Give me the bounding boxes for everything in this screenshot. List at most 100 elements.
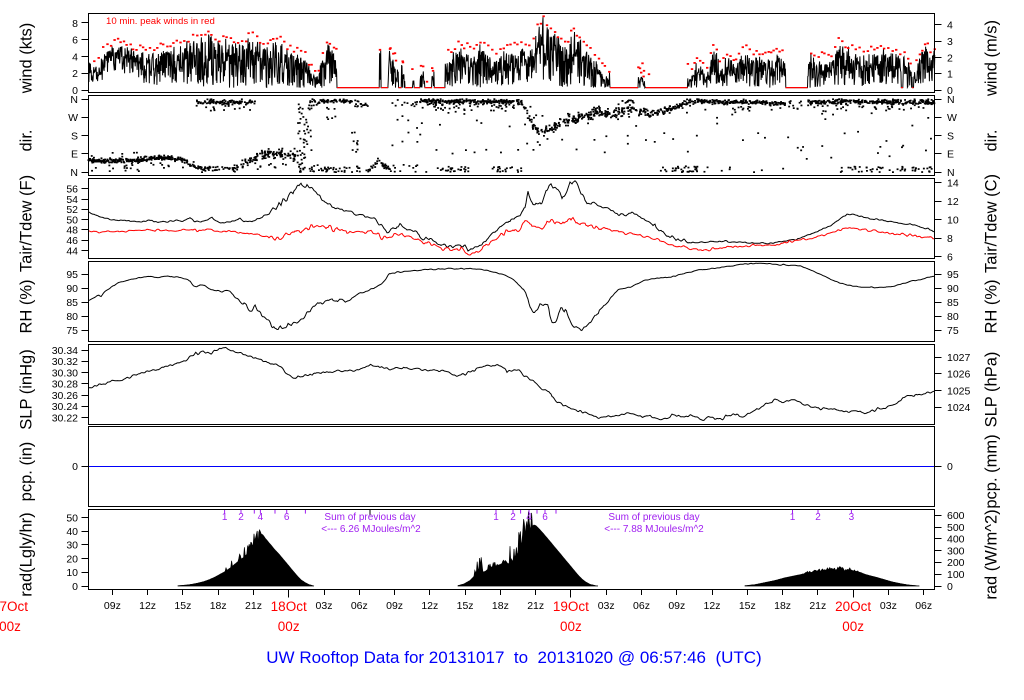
svg-text:RH (%): RH (%)	[18, 279, 36, 333]
svg-text:UW Rooftop Data for 20131017: UW Rooftop Data for 20131017 to 20131020…	[266, 648, 761, 667]
svg-text:95: 95	[66, 269, 78, 281]
svg-text:0: 0	[947, 85, 953, 97]
svg-text:pcp. (mm): pcp. (mm)	[983, 434, 1001, 508]
svg-text:17Oct: 17Oct	[0, 599, 28, 614]
svg-text:09z: 09z	[668, 600, 685, 612]
svg-text:600: 600	[947, 510, 965, 522]
svg-text:1024: 1024	[947, 402, 971, 414]
svg-text:SLP (inHg): SLP (inHg)	[18, 349, 36, 429]
svg-text:E: E	[947, 149, 954, 161]
svg-text:0: 0	[947, 581, 953, 593]
svg-text:2: 2	[238, 512, 244, 523]
svg-text:0: 0	[72, 85, 78, 97]
svg-text:50: 50	[66, 512, 78, 524]
svg-text:500: 500	[947, 522, 965, 534]
svg-text:S: S	[947, 131, 954, 143]
svg-text:85: 85	[947, 297, 959, 309]
svg-text:30.34: 30.34	[52, 345, 78, 357]
svg-text:N: N	[70, 167, 78, 179]
svg-text:09z: 09z	[386, 600, 403, 612]
svg-text:44: 44	[66, 245, 78, 257]
svg-text:<--- 6.26 MJoules/m^2: <--- 6.26 MJoules/m^2	[321, 524, 421, 535]
svg-text:8: 8	[72, 18, 78, 30]
svg-text:6: 6	[542, 512, 548, 523]
svg-text:20Oct: 20Oct	[835, 599, 871, 614]
svg-text:1: 1	[790, 512, 796, 523]
svg-text:21z: 21z	[809, 600, 826, 612]
svg-text:dir.: dir.	[983, 129, 1001, 151]
svg-text:rad(Lgly/hr): rad(Lgly/hr)	[18, 512, 36, 596]
svg-text:50: 50	[66, 214, 78, 226]
svg-text:15z: 15z	[457, 600, 474, 612]
svg-text:40: 40	[66, 526, 78, 538]
svg-text:N: N	[70, 94, 78, 106]
svg-text:SLP (hPa): SLP (hPa)	[983, 352, 1001, 428]
svg-text:wind (m/s): wind (m/s)	[983, 20, 1001, 97]
svg-text:6: 6	[947, 252, 953, 264]
svg-text:06z: 06z	[633, 600, 650, 612]
svg-text:8: 8	[947, 233, 953, 245]
svg-text:10: 10	[947, 214, 959, 226]
svg-text:Sum of previous day: Sum of previous day	[608, 512, 699, 523]
svg-text:200: 200	[947, 557, 965, 569]
svg-text:03z: 03z	[316, 600, 333, 612]
svg-text:18z: 18z	[774, 600, 791, 612]
svg-text:52: 52	[66, 204, 78, 216]
svg-text:56: 56	[66, 184, 78, 196]
svg-text:<--- 7.88 MJoules/m^2: <--- 7.88 MJoules/m^2	[604, 524, 704, 535]
svg-text:rad (W/m^2): rad (W/m^2)	[983, 509, 1001, 599]
svg-text:RH (%): RH (%)	[983, 279, 1001, 333]
svg-text:19Oct: 19Oct	[553, 599, 589, 614]
svg-text:0: 0	[72, 581, 78, 593]
svg-text:75: 75	[66, 325, 78, 337]
svg-text:N: N	[947, 94, 955, 106]
svg-text:95: 95	[947, 269, 959, 281]
svg-text:06z: 06z	[351, 600, 368, 612]
svg-text:06z: 06z	[915, 600, 932, 612]
svg-text:2: 2	[72, 68, 78, 80]
svg-text:1026: 1026	[947, 369, 971, 381]
svg-text:54: 54	[66, 194, 78, 206]
svg-text:3: 3	[947, 36, 953, 48]
svg-text:Sum of previous day: Sum of previous day	[324, 512, 415, 523]
svg-text:03z: 03z	[598, 600, 615, 612]
svg-text:18Oct: 18Oct	[271, 599, 307, 614]
svg-text:03z: 03z	[880, 600, 897, 612]
svg-text:90: 90	[66, 283, 78, 295]
svg-text:4: 4	[258, 512, 264, 523]
svg-text:20: 20	[66, 553, 78, 565]
svg-text:15z: 15z	[174, 600, 191, 612]
svg-text:1027: 1027	[947, 352, 971, 364]
svg-text:E: E	[71, 149, 78, 161]
svg-text:0: 0	[947, 461, 953, 473]
svg-text:12z: 12z	[421, 600, 438, 612]
svg-text:00z: 00z	[0, 619, 21, 634]
svg-text:2: 2	[947, 52, 953, 64]
svg-text:18z: 18z	[210, 600, 227, 612]
svg-text:10 min. peak winds in red: 10 min. peak winds in red	[106, 16, 215, 27]
svg-text:10: 10	[66, 567, 78, 579]
svg-text:30.22: 30.22	[52, 412, 78, 424]
svg-text:1: 1	[493, 512, 499, 523]
svg-text:4: 4	[947, 20, 953, 32]
svg-text:14: 14	[947, 177, 959, 189]
svg-text:48: 48	[66, 225, 78, 237]
svg-text:21z: 21z	[245, 600, 262, 612]
svg-text:S: S	[71, 131, 78, 143]
svg-text:300: 300	[947, 546, 965, 558]
svg-text:4: 4	[526, 512, 532, 523]
svg-text:1: 1	[222, 512, 228, 523]
svg-text:dir.: dir.	[18, 129, 36, 151]
svg-text:3: 3	[849, 512, 855, 523]
svg-text:46: 46	[66, 235, 78, 247]
svg-text:30.24: 30.24	[52, 401, 78, 413]
svg-text:wind (kts): wind (kts)	[18, 23, 36, 95]
svg-text:18z: 18z	[492, 600, 509, 612]
svg-text:85: 85	[66, 297, 78, 309]
svg-text:30.32: 30.32	[52, 356, 78, 368]
svg-text:1: 1	[947, 69, 953, 81]
svg-text:09z: 09z	[104, 600, 121, 612]
svg-text:6: 6	[72, 35, 78, 47]
svg-text:00z: 00z	[842, 619, 864, 634]
svg-text:N: N	[947, 167, 955, 179]
